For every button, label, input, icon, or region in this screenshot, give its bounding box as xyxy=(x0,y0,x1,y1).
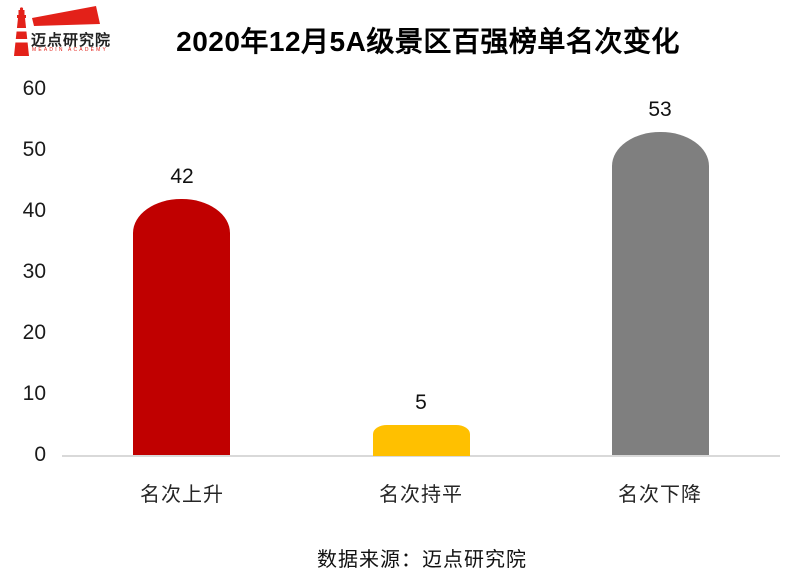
bar-1 xyxy=(133,199,230,455)
logo-name: 迈点研究院 xyxy=(31,32,112,49)
logo: 迈点研究院 MEADIN ACADEMY xyxy=(10,4,130,62)
y-axis-tick-label: 10 xyxy=(22,382,46,405)
logo-subtitle: MEADIN ACADEMY xyxy=(32,47,109,53)
bar-value-label: 53 xyxy=(648,98,672,121)
y-axis-tick-label: 0 xyxy=(34,443,46,466)
source-note: 数据来源：迈点研究院 xyxy=(317,549,527,571)
y-axis-tick-label: 20 xyxy=(22,321,46,344)
y-axis-tick-label: 40 xyxy=(22,199,46,222)
x-axis-line xyxy=(62,455,780,457)
chart-title: 2020年12月5A级景区百强榜单名次变化 xyxy=(176,26,680,57)
lighthouse-icon xyxy=(12,6,100,56)
bar-value-label: 5 xyxy=(415,391,427,414)
y-axis-tick-label: 60 xyxy=(22,77,46,100)
y-axis-tick-label: 50 xyxy=(22,138,46,161)
bar-2 xyxy=(373,425,470,456)
y-axis-tick-label: 30 xyxy=(22,260,46,283)
category-label: 名次上升 xyxy=(140,484,224,506)
bar-3 xyxy=(612,132,709,455)
category-label: 名次持平 xyxy=(379,484,463,506)
bar-value-label: 42 xyxy=(170,165,194,188)
category-label: 名次下降 xyxy=(618,484,702,506)
